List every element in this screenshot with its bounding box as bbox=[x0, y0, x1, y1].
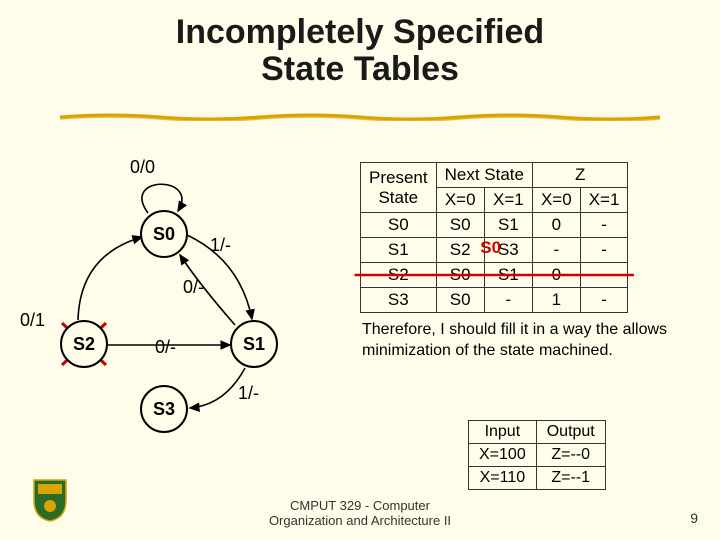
edge-label-5: 1/- bbox=[238, 383, 259, 404]
io-th-input: Input bbox=[469, 421, 537, 444]
state-s2-label: S2 bbox=[73, 334, 95, 355]
table-row: S2S0S10- bbox=[361, 263, 628, 288]
edge-label-2: 0/- bbox=[183, 277, 204, 298]
body-text: Therefore, I should fill it in a way the… bbox=[362, 320, 682, 362]
th-z: Z bbox=[532, 163, 627, 188]
th-x1a: X=1 bbox=[484, 188, 532, 213]
edge-label-1: 1/- bbox=[210, 235, 231, 256]
state-s1-label: S1 bbox=[243, 334, 265, 355]
edge-label-3: 0/1 bbox=[20, 310, 45, 331]
state-s0: S0 bbox=[140, 210, 188, 258]
state-s2: S2 bbox=[60, 320, 108, 368]
table-row: X=100Z=--0 bbox=[469, 444, 606, 467]
th-x1b: X=1 bbox=[580, 188, 628, 213]
title-line2: State Tables bbox=[0, 51, 720, 88]
slide-title: Incompletely Specified State Tables bbox=[0, 0, 720, 87]
state-s0-label: S0 bbox=[153, 224, 175, 245]
th-x0b: X=0 bbox=[532, 188, 580, 213]
page-number: 9 bbox=[690, 510, 698, 526]
footer-line1: CMPUT 329 - Computer bbox=[290, 498, 430, 513]
title-underline bbox=[60, 108, 660, 116]
state-s3-label: S3 bbox=[153, 399, 175, 420]
table-row: S3S0-1- bbox=[361, 288, 628, 313]
table-row: S0S0S10- bbox=[361, 213, 628, 238]
crest-icon bbox=[30, 478, 70, 522]
footer-text: CMPUT 329 - Computer Organization and Ar… bbox=[0, 498, 720, 528]
edge-label-00: 0/0 bbox=[130, 157, 155, 178]
footer-line2: Organization and Architecture II bbox=[269, 513, 451, 528]
th-next: Next State bbox=[436, 163, 532, 188]
edge-label-4: 0/- bbox=[155, 337, 176, 358]
state-s3: S3 bbox=[140, 385, 188, 433]
annotation-s0: S0 bbox=[480, 238, 501, 258]
state-s1: S1 bbox=[230, 320, 278, 368]
title-line1: Incompletely Specified bbox=[0, 14, 720, 51]
io-th-output: Output bbox=[536, 421, 605, 444]
state-diagram: S0 S2 S1 S3 0/0 1/- 0/- 0/1 0/- 1/- bbox=[20, 155, 330, 435]
th-present: PresentState bbox=[361, 163, 437, 213]
table-row: X=110Z=--1 bbox=[469, 467, 606, 490]
th-x0a: X=0 bbox=[436, 188, 484, 213]
io-table: InputOutput X=100Z=--0 X=110Z=--1 bbox=[468, 420, 606, 490]
